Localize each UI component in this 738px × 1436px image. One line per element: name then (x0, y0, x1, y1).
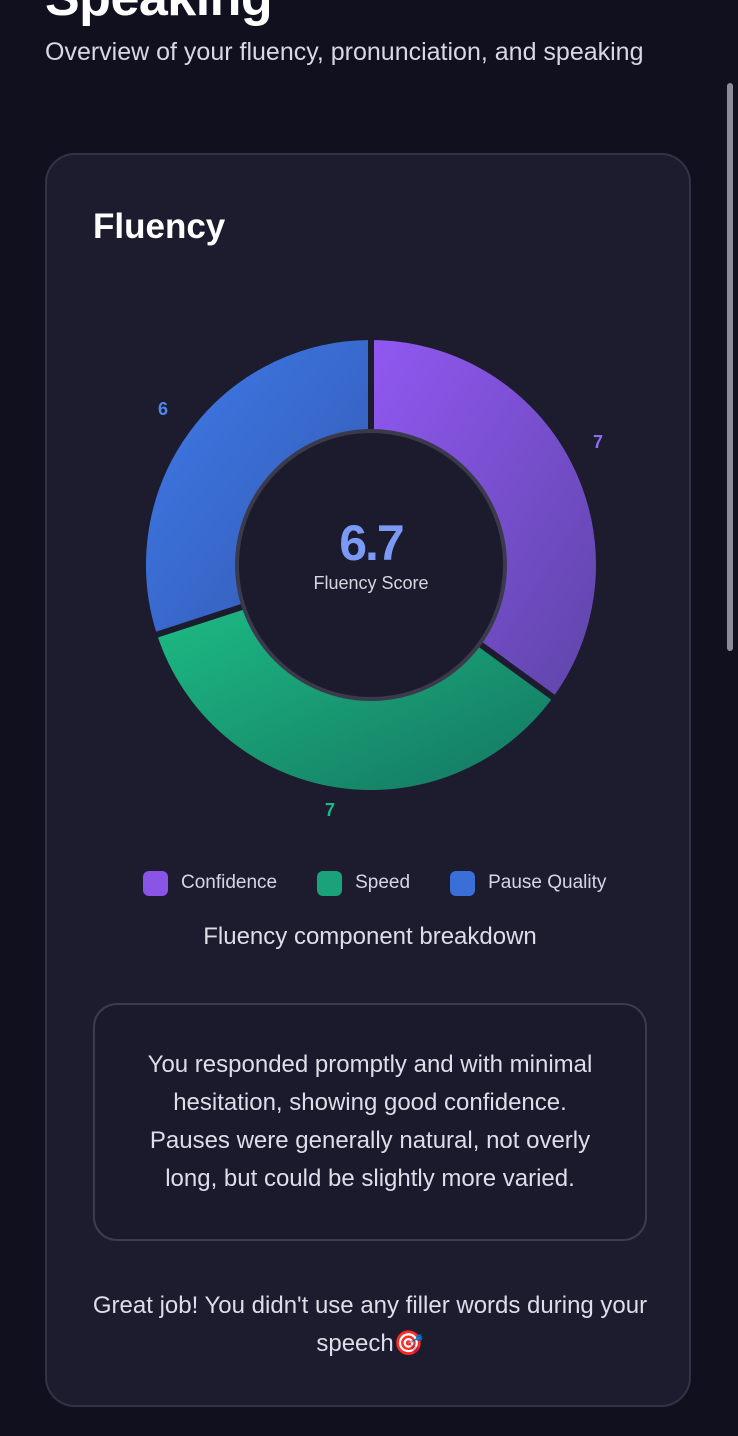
fluency-score-label: Fluency Score (313, 573, 429, 593)
speed-swatch-icon (317, 870, 343, 896)
confidence-value-label: 7 (593, 432, 604, 452)
fluency-score-value: 6.7 (339, 515, 405, 571)
legend-item-confidence[interactable]: Confidence (143, 870, 278, 896)
page-scrollbar[interactable] (727, 83, 733, 651)
fluency-feedback-text: You responded promptly and with minimal … (147, 1051, 593, 1192)
chart-caption: Fluency component breakdown (203, 923, 537, 950)
page-subtitle: Overview of your fluency, pronunciation,… (45, 38, 644, 66)
fluency-feedback-box: You responded promptly and with minimal … (93, 1003, 647, 1241)
filler-note-text: Great job! You didn't use any filler wor… (92, 1292, 648, 1357)
target-icon: 🎯 (393, 1330, 424, 1357)
legend-label: Speed (355, 872, 411, 893)
filler-words-note: Great job! You didn't use any filler wor… (87, 1287, 653, 1363)
pause-quality-swatch-icon (450, 870, 476, 896)
page-title: Speaking (45, 0, 273, 26)
pause-quality-value-label: 6 (158, 399, 169, 419)
legend-item-speed[interactable]: Speed (317, 870, 411, 896)
speed-value-label: 7 (325, 800, 336, 820)
chart-center-hole (235, 429, 507, 701)
fluency-card: Fluency (45, 153, 691, 1407)
confidence-swatch-icon (143, 870, 168, 896)
legend-label: Confidence (181, 872, 278, 893)
fluency-doughnut-chart: 6.7 Fluency Score 7 7 6 (47, 155, 693, 875)
card-title: Fluency (93, 207, 226, 246)
legend-item-pause-quality[interactable]: Pause Quality (450, 870, 607, 896)
legend-label: Pause Quality (488, 872, 607, 893)
chart-legend: Confidence Speed Pause Quality (143, 868, 613, 898)
